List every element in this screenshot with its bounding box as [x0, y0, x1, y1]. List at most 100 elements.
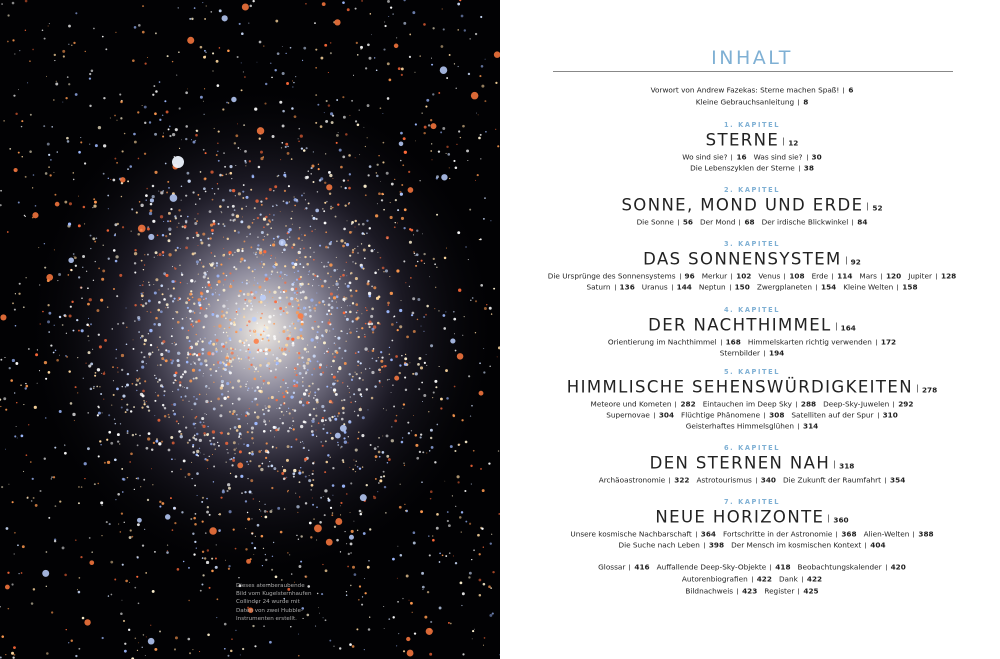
star [264, 357, 267, 360]
star [195, 129, 199, 133]
star [320, 284, 324, 288]
star [180, 468, 182, 470]
star [147, 432, 151, 435]
star [190, 279, 194, 283]
star [312, 180, 315, 183]
separator [737, 588, 739, 595]
star [338, 647, 342, 650]
star [207, 237, 210, 240]
star [473, 628, 475, 630]
star [119, 93, 122, 96]
star [174, 342, 175, 344]
entry-text: Die Suche nach Leben [618, 540, 700, 550]
star [497, 145, 500, 148]
star [335, 141, 338, 144]
star [361, 232, 365, 235]
star [409, 228, 412, 231]
star [261, 462, 264, 465]
star [359, 494, 367, 502]
star [415, 253, 419, 257]
star [279, 291, 282, 293]
separator [845, 256, 847, 265]
star [353, 410, 356, 413]
star [54, 505, 57, 508]
star [147, 253, 149, 256]
star [146, 311, 148, 313]
star [267, 409, 270, 412]
star [215, 348, 218, 352]
star [378, 379, 381, 383]
star [381, 192, 384, 196]
star [346, 284, 350, 288]
star [154, 251, 158, 255]
star [272, 354, 274, 356]
star [244, 76, 246, 78]
star [211, 430, 216, 434]
separator [834, 460, 836, 469]
star [140, 486, 142, 488]
star [229, 458, 232, 461]
star [234, 348, 237, 350]
star [235, 429, 239, 432]
star [63, 451, 67, 455]
star [140, 303, 143, 306]
star [156, 346, 158, 348]
star [334, 380, 336, 381]
star [134, 271, 137, 274]
star [434, 263, 437, 266]
star [101, 504, 103, 506]
star [368, 320, 372, 324]
star [364, 578, 366, 579]
star [226, 395, 229, 398]
star [351, 645, 355, 648]
star [279, 100, 283, 104]
star [323, 221, 327, 225]
star [483, 348, 485, 349]
star [98, 345, 102, 349]
star [241, 32, 244, 36]
star [317, 168, 320, 171]
star [488, 306, 492, 310]
star [249, 4, 253, 8]
star [201, 550, 205, 554]
star [48, 153, 51, 156]
star [162, 190, 164, 192]
star [202, 2, 204, 4]
star [206, 506, 210, 509]
star [376, 163, 379, 166]
star [421, 381, 423, 384]
star [273, 467, 277, 471]
star [58, 409, 62, 413]
star [376, 321, 380, 325]
star [122, 322, 125, 325]
star [203, 308, 205, 311]
star [335, 256, 337, 258]
star [241, 434, 243, 436]
star [167, 288, 169, 290]
star [293, 196, 295, 198]
star [354, 400, 357, 403]
star [145, 636, 147, 638]
star [307, 274, 309, 276]
star [426, 98, 430, 102]
entry-line: Vorwort von Andrew Fazekas: Sterne mache… [502, 86, 1000, 95]
star [287, 489, 289, 492]
star [322, 341, 326, 345]
star [450, 338, 456, 344]
star [101, 636, 104, 640]
star [402, 403, 406, 406]
entry-text: Glossar [598, 562, 626, 572]
star [99, 440, 102, 443]
star [247, 344, 251, 347]
star [303, 361, 305, 364]
star [324, 569, 328, 573]
star [207, 280, 210, 284]
star [308, 479, 312, 483]
star [253, 356, 256, 359]
star [237, 462, 244, 469]
star [181, 225, 184, 228]
star [330, 121, 334, 124]
star [167, 448, 171, 452]
star [337, 336, 341, 340]
star [298, 469, 301, 472]
